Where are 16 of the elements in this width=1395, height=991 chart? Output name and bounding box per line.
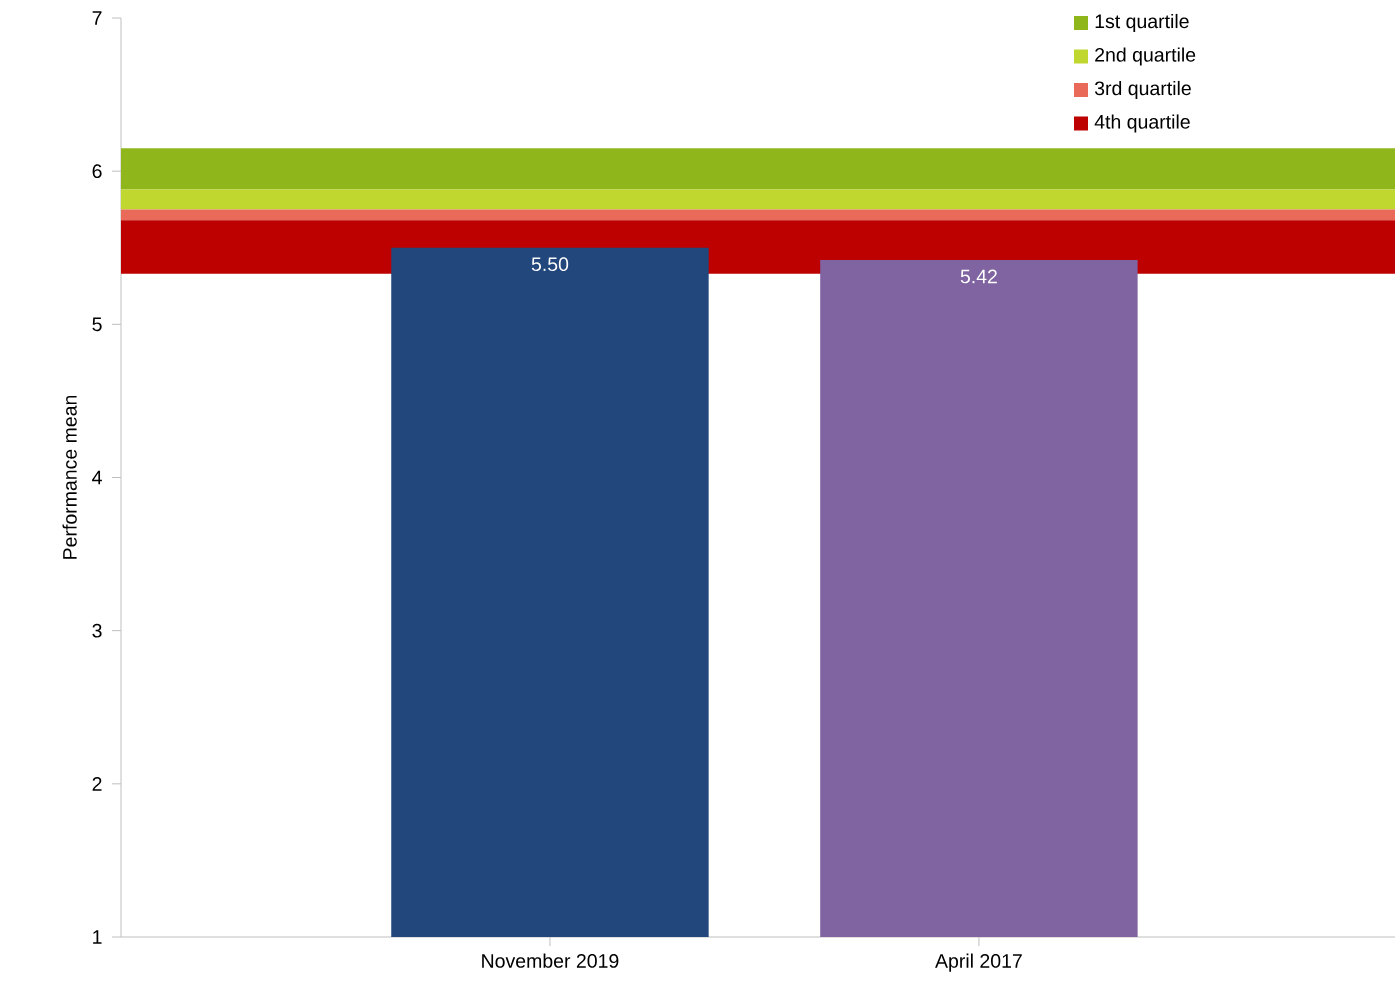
legend-label: 2nd quartile <box>1095 47 1196 66</box>
y-tick-label: 1 <box>93 930 102 944</box>
legend-label: 3rd quartile <box>1094 80 1191 100</box>
legend-label: 4th quartile <box>1094 114 1190 133</box>
x-tick-label: April 2017 <box>935 953 1022 972</box>
y-tick-label: 7 <box>92 11 102 25</box>
y-axis-title: Performance mean <box>62 395 77 559</box>
data-label: 5.42 <box>960 269 997 284</box>
y-tick-label: 4 <box>92 470 102 485</box>
y-tick-label: 6 <box>92 164 102 179</box>
y-tick-label: 5 <box>92 317 102 332</box>
y-tick-label: 3 <box>92 623 102 638</box>
x-tick-label: November 2019 <box>482 953 619 968</box>
legend-label: 1st quartile <box>1095 13 1189 33</box>
data-label: 5.50 <box>531 257 569 272</box>
y-tick-label: 2 <box>92 777 102 791</box>
